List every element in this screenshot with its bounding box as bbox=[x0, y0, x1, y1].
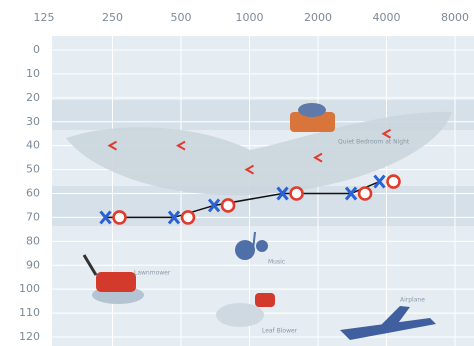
left-ear-marker bbox=[276, 186, 289, 201]
x-tick-label: 2000 bbox=[304, 11, 332, 24]
lawnmower-icon bbox=[82, 254, 144, 304]
x-tick-label: 1000 bbox=[236, 11, 264, 24]
data-layer bbox=[99, 128, 401, 225]
y-tick-label: 70 bbox=[26, 210, 40, 223]
y-tick-label: 90 bbox=[26, 258, 40, 271]
x-tick-label: 8000 bbox=[441, 11, 469, 24]
leaf-blower-icon bbox=[216, 293, 275, 327]
right-ear-marker bbox=[180, 210, 196, 225]
x-tick-label: 4000 bbox=[373, 11, 401, 24]
right-ear-marker bbox=[289, 186, 304, 201]
y-tick-label: 40 bbox=[26, 139, 40, 152]
speech-banana bbox=[66, 111, 452, 196]
y-tick-label: 50 bbox=[26, 163, 40, 176]
y-tick-label: 110 bbox=[19, 306, 40, 319]
music-icon bbox=[235, 231, 268, 260]
right-ear-marker bbox=[386, 174, 401, 189]
left-ear-marker bbox=[167, 210, 181, 225]
bone-marker bbox=[312, 152, 323, 163]
annotation: Music bbox=[268, 259, 285, 266]
bedroom-icon bbox=[290, 103, 335, 132]
right-ear-marker bbox=[357, 186, 373, 201]
x-tick-label: 250 bbox=[102, 11, 123, 24]
bone-marker bbox=[107, 140, 117, 151]
y-tick-label: 10 bbox=[26, 67, 40, 80]
left-ear-marker bbox=[344, 186, 358, 201]
connecting-line bbox=[105, 180, 380, 219]
left-ear-marker bbox=[99, 210, 112, 225]
bone-marker bbox=[175, 140, 186, 151]
y-tick-label: 20 bbox=[26, 91, 40, 104]
bone-marker bbox=[381, 128, 391, 139]
y-tick-label: 0 bbox=[33, 43, 40, 56]
airplane-icon bbox=[340, 306, 436, 340]
right-ear-marker bbox=[220, 198, 236, 213]
y-tick-label: 120 bbox=[19, 330, 40, 343]
x-tick-label: 125 bbox=[34, 11, 55, 24]
y-tick-label: 80 bbox=[26, 234, 40, 247]
annotation: Airplane bbox=[400, 297, 425, 304]
annotation: Quiet Bedroom at Night bbox=[338, 139, 410, 146]
x-tick-label: 500 bbox=[171, 11, 192, 24]
right-ear-marker bbox=[112, 210, 127, 225]
y-tick-label: 30 bbox=[26, 115, 40, 128]
y-tick-label: 100 bbox=[19, 282, 40, 295]
bone-marker bbox=[244, 164, 254, 175]
y-tick-label: 60 bbox=[26, 187, 40, 200]
annotation: Lawnmower bbox=[134, 270, 171, 277]
annotation: Leaf Blower bbox=[262, 328, 298, 335]
left-ear-marker bbox=[373, 174, 386, 189]
left-ear-marker bbox=[207, 198, 221, 213]
